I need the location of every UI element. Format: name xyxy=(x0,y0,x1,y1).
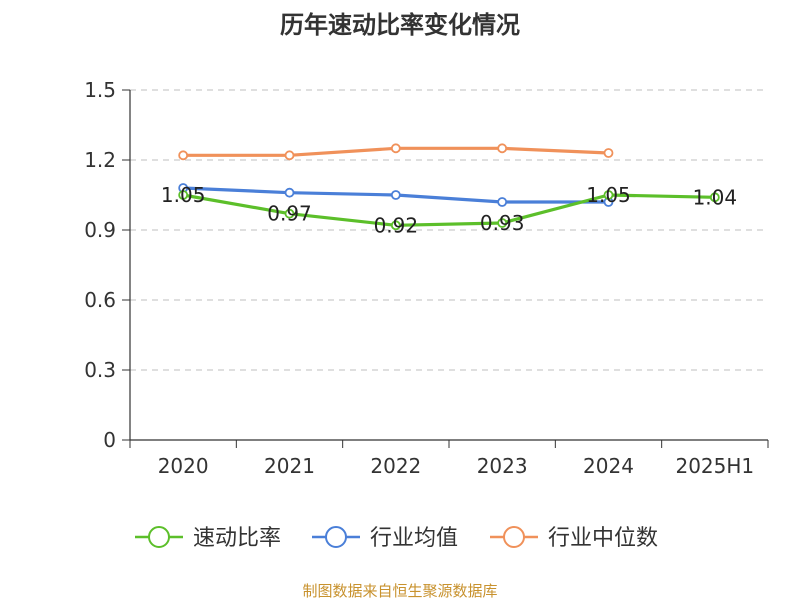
data-label: 0.92 xyxy=(374,213,419,237)
series-1 xyxy=(178,183,614,207)
y-tick-label: 0.3 xyxy=(84,358,116,382)
x-tick-label: 2020 xyxy=(158,454,209,478)
data-label: 1.05 xyxy=(161,183,206,207)
data-point xyxy=(497,197,508,207)
x-tick-label: 2023 xyxy=(477,454,528,478)
legend-item[interactable]: 行业均值 xyxy=(312,526,458,551)
data-label: 1.05 xyxy=(586,183,631,207)
data-point xyxy=(390,220,401,231)
data-point xyxy=(284,150,295,161)
legend-label: 速动比率 xyxy=(193,526,281,551)
data-labels: 1.05 0.97 0.92 0.93 1.05 1.04 xyxy=(161,183,737,237)
data-point xyxy=(497,218,508,228)
legend-item[interactable]: 行业中位数 xyxy=(490,526,658,551)
axes: 0 0.3 0.6 0.9 1.2 1.5 2020 2021 2022 2023 2024 2025… xyxy=(84,78,769,478)
data-point xyxy=(603,148,614,158)
x-tick-label: 2024 xyxy=(583,454,634,478)
series-line xyxy=(181,193,717,227)
y-tick-label: 1.5 xyxy=(84,78,116,102)
x-tick-label: 2022 xyxy=(370,454,421,478)
legend-label: 行业均值 xyxy=(370,526,458,551)
legend-marker xyxy=(325,526,347,548)
source-note: 制图数据来自恒生聚源数据库 xyxy=(302,582,497,600)
data-point xyxy=(709,192,720,203)
legend-marker xyxy=(503,526,525,548)
data-label: 0.97 xyxy=(267,202,312,226)
data-label: 0.93 xyxy=(480,211,525,235)
y-tick-label: 0 xyxy=(103,428,116,452)
data-point xyxy=(284,208,295,219)
y-tick-label: 0.6 xyxy=(84,288,116,312)
legend-item[interactable]: 速动比率 xyxy=(135,526,281,551)
data-point xyxy=(603,190,614,200)
y-tick-label: 1.2 xyxy=(84,148,116,172)
grid xyxy=(130,89,768,371)
series-2 xyxy=(178,143,614,161)
legend-label: 行业中位数 xyxy=(548,526,658,551)
data-label: 1.04 xyxy=(693,185,738,209)
series xyxy=(178,143,720,231)
legend: 速动比率 行业均值 行业中位数 xyxy=(135,526,658,551)
data-point xyxy=(497,143,508,154)
series-0 xyxy=(178,190,720,231)
data-point xyxy=(284,187,295,198)
y-tick-label: 0.9 xyxy=(84,218,116,242)
data-point xyxy=(178,190,189,200)
x-tick-label: 2021 xyxy=(264,454,315,478)
chart-title: 历年速动比率变化情况 xyxy=(280,11,520,39)
legend-marker xyxy=(148,526,170,548)
data-point xyxy=(390,190,401,200)
data-point xyxy=(178,150,189,161)
x-tick-label: 2025H1 xyxy=(675,454,754,478)
data-point xyxy=(390,143,401,154)
